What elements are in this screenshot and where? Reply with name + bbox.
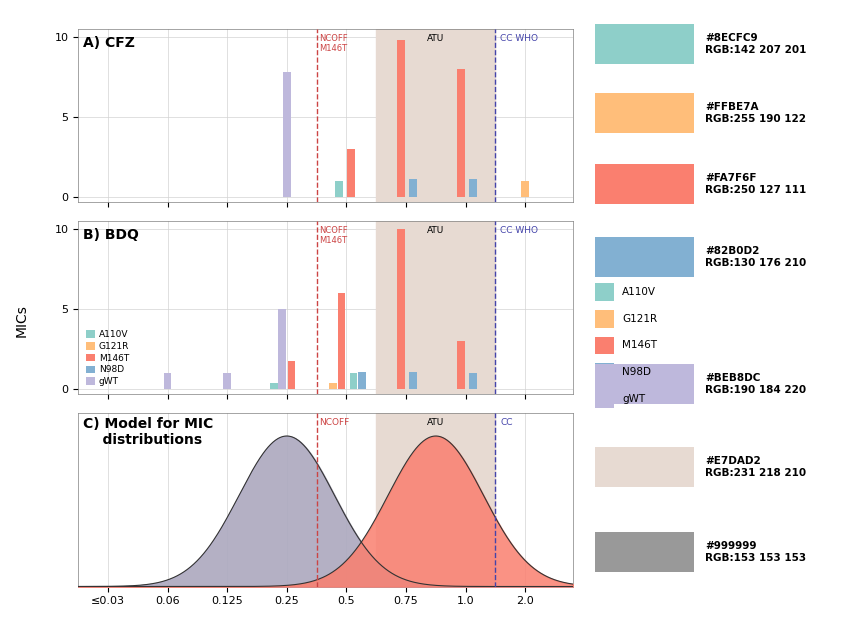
Bar — [409, 372, 417, 389]
Bar — [347, 149, 355, 197]
Text: NCOFF
M146T: NCOFF M146T — [319, 226, 348, 246]
Bar — [457, 341, 464, 389]
Bar — [398, 40, 405, 197]
Bar — [469, 373, 477, 389]
Bar — [350, 373, 358, 389]
Bar — [457, 69, 464, 197]
Bar — [270, 383, 278, 389]
Text: #BEB8DC
RGB:190 184 220: #BEB8DC RGB:190 184 220 — [705, 373, 806, 395]
Text: #E7DAD2
RGB:231 218 210: #E7DAD2 RGB:231 218 210 — [705, 456, 806, 478]
Text: NCOFF: NCOFF — [319, 418, 350, 427]
Bar — [335, 181, 343, 197]
Legend: A110V, G121R, M146T, N98D, gWT: A110V, G121R, M146T, N98D, gWT — [82, 327, 133, 390]
Bar — [223, 373, 231, 389]
Text: #82B0D2
RGB:130 176 210: #82B0D2 RGB:130 176 210 — [705, 246, 806, 268]
Bar — [164, 373, 171, 389]
Bar — [376, 29, 496, 202]
Text: N98D: N98D — [622, 367, 651, 378]
Text: G121R: G121R — [622, 313, 657, 324]
Bar — [329, 383, 337, 389]
Text: CC: CC — [500, 418, 513, 427]
Bar — [522, 181, 529, 197]
Text: ATU: ATU — [427, 418, 444, 427]
Text: MICs: MICs — [15, 304, 29, 337]
Text: CC WHO: CC WHO — [500, 226, 538, 235]
Text: CC WHO: CC WHO — [500, 33, 538, 43]
Bar — [409, 179, 417, 197]
Bar — [278, 309, 286, 389]
Text: NCOFF
M146T: NCOFF M146T — [319, 33, 348, 53]
Text: ATU: ATU — [427, 33, 444, 43]
Text: #FFBE7A
RGB:255 190 122: #FFBE7A RGB:255 190 122 — [705, 102, 806, 124]
Bar — [358, 372, 365, 389]
Text: B) BDQ: B) BDQ — [83, 228, 139, 242]
Text: M146T: M146T — [622, 340, 657, 351]
Bar — [338, 294, 345, 389]
Text: gWT: gWT — [622, 394, 646, 404]
Bar — [287, 360, 295, 389]
Bar — [376, 221, 496, 394]
Text: #8ECFC9
RGB:142 207 201: #8ECFC9 RGB:142 207 201 — [705, 33, 806, 55]
Text: ATU: ATU — [427, 226, 444, 235]
Bar — [376, 413, 496, 587]
Bar — [283, 72, 291, 197]
Bar — [469, 179, 477, 197]
Text: A) CFZ: A) CFZ — [83, 36, 135, 50]
Bar — [398, 229, 405, 389]
Text: A110V: A110V — [622, 287, 656, 297]
Text: C) Model for MIC
    distributions: C) Model for MIC distributions — [83, 417, 214, 447]
Text: #999999
RGB:153 153 153: #999999 RGB:153 153 153 — [705, 541, 806, 563]
Text: #FA7F6F
RGB:250 127 111: #FA7F6F RGB:250 127 111 — [705, 173, 806, 195]
